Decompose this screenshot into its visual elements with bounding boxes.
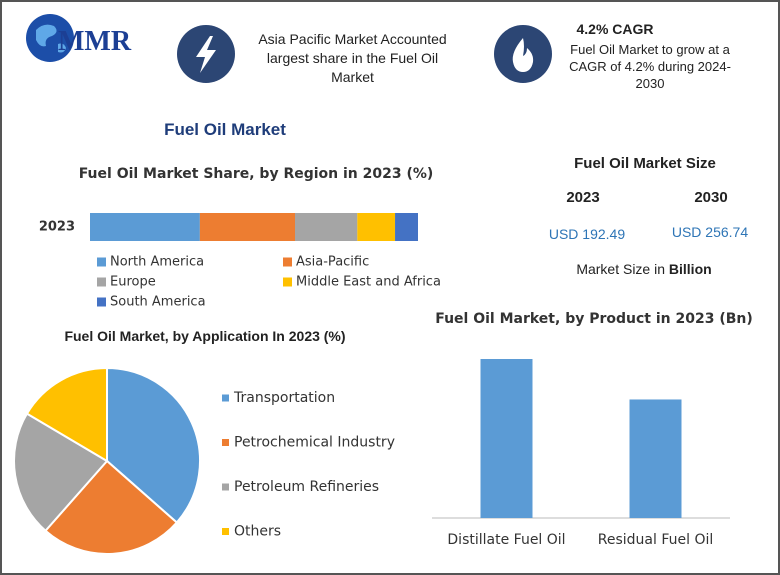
legend-swatch bbox=[222, 528, 229, 535]
legend-label: Transportation bbox=[233, 390, 335, 406]
size-note: Market Size in Billion bbox=[540, 261, 748, 277]
logo-globe bbox=[26, 14, 74, 62]
x-tick-label: Distillate Fuel Oil bbox=[447, 532, 565, 548]
size-note-text: Market Size in bbox=[576, 261, 666, 277]
size-year: 2023 bbox=[566, 189, 600, 206]
x-tick-label: Residual Fuel Oil bbox=[598, 532, 714, 548]
pie-slice bbox=[25, 366, 108, 463]
size-value: USD 192.49 bbox=[548, 226, 626, 242]
bar-segment bbox=[395, 213, 418, 241]
bar bbox=[480, 359, 533, 518]
legend-swatch bbox=[283, 257, 292, 267]
legend-swatch bbox=[97, 297, 106, 307]
legend-label: North America bbox=[110, 255, 204, 270]
legend-label: South America bbox=[110, 295, 206, 310]
logo-text: MMR bbox=[58, 26, 132, 57]
insight-text: Asia Pacific Market Accounted largest sh… bbox=[258, 31, 447, 85]
main-title: Fuel Oil Market bbox=[164, 120, 286, 139]
legend-label: Petroleum Refineries bbox=[234, 479, 379, 495]
bar bbox=[629, 399, 682, 518]
chart-title: Fuel Oil Market, by Product in 2023 (Bn) bbox=[435, 311, 753, 327]
legend-label: Asia-Pacific bbox=[296, 255, 369, 270]
chart-title: Fuel Oil Market Share, by Region in 2023… bbox=[79, 166, 434, 182]
legend-swatch bbox=[97, 277, 106, 287]
pie-slice bbox=[44, 459, 179, 555]
size-year: 2030 bbox=[694, 189, 728, 206]
insight-title: 4.2% CAGR bbox=[576, 21, 654, 37]
bar-segment bbox=[90, 213, 200, 241]
legend-swatch bbox=[222, 439, 229, 446]
bar-segment bbox=[357, 213, 396, 241]
pie-slice bbox=[106, 366, 201, 524]
legend-swatch bbox=[283, 277, 292, 287]
legend-label: Petrochemical Industry bbox=[234, 435, 395, 451]
lightning-icon bbox=[177, 25, 235, 83]
insight-text: Fuel Oil Market to grow at a CAGR of 4.2… bbox=[569, 42, 731, 91]
legend-swatch bbox=[222, 394, 229, 402]
legend-label: Middle East and Africa bbox=[296, 275, 441, 290]
size-value: USD 256.74 bbox=[671, 224, 749, 240]
legend-swatch bbox=[222, 483, 229, 491]
legend-swatch bbox=[97, 257, 106, 267]
legend-label: Others bbox=[234, 524, 281, 540]
size-unit: Billion bbox=[668, 261, 712, 277]
legend-label: Europe bbox=[110, 275, 156, 290]
size-title: Fuel Oil Market Size bbox=[574, 155, 716, 172]
bar-segment bbox=[199, 213, 295, 241]
flame-icon bbox=[494, 25, 552, 83]
bar-segment bbox=[295, 213, 358, 241]
pie-slice bbox=[13, 412, 109, 533]
y-tick-label: 2023 bbox=[39, 220, 75, 235]
chart-title: Fuel Oil Market, by Application In 2023 … bbox=[64, 328, 346, 344]
